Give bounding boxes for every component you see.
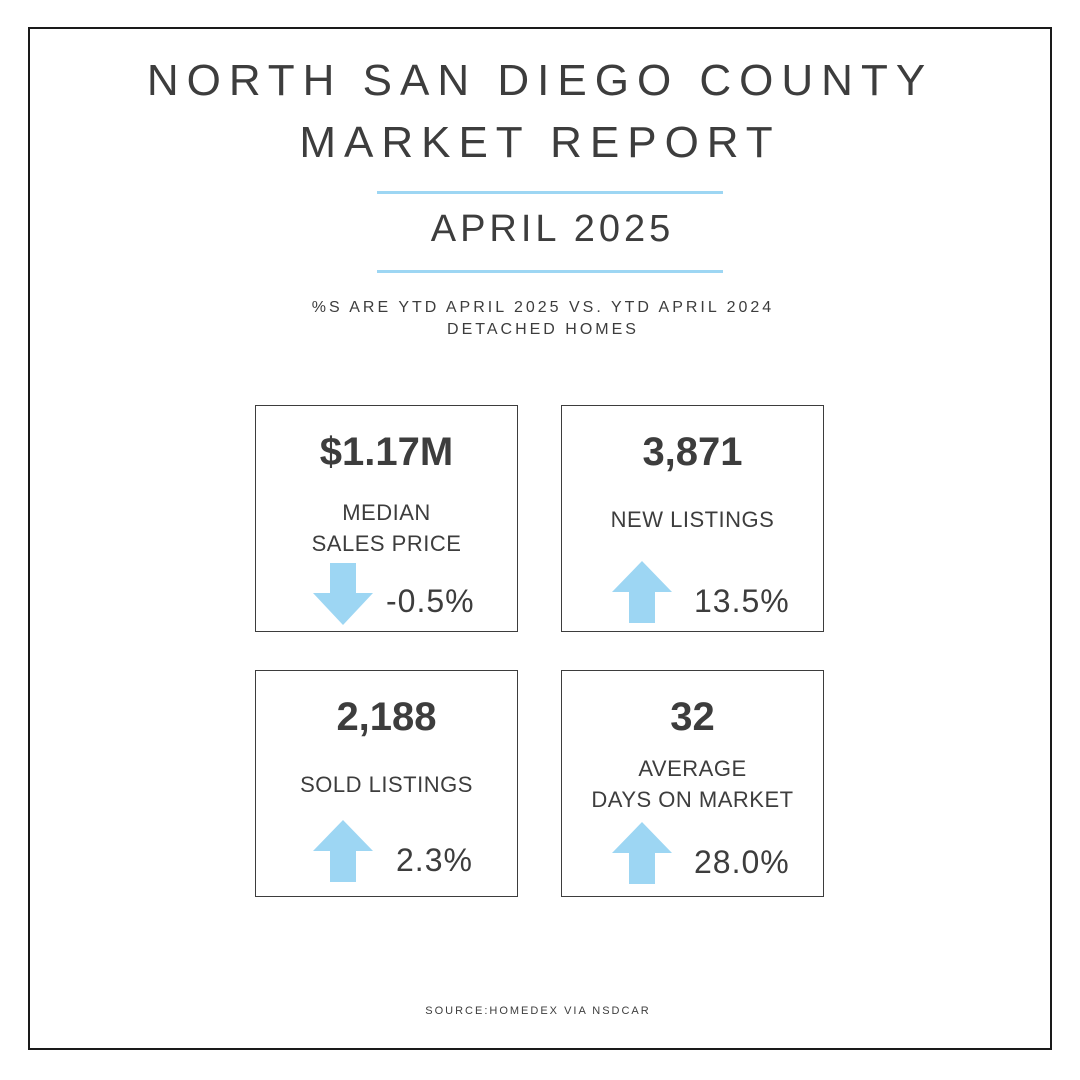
stat-value: 3,871 (642, 430, 743, 474)
stat-change: 28.0% (694, 844, 790, 880)
stat-label-line2: SALES PRICE (311, 531, 462, 556)
median-sales-price-card: $1.17M MEDIAN SALES PRICE -0.5% (255, 405, 518, 632)
arrow-up-icon (612, 561, 672, 623)
arrow-up-icon (313, 820, 373, 882)
accent-divider-bottom (377, 270, 723, 273)
property-type-note: DETACHED HOMES (447, 321, 639, 338)
average-days-on-market-card: 32 AVERAGE DAYS ON MARKET 28.0% (561, 670, 824, 897)
accent-divider-top (377, 191, 723, 194)
arrow-down-icon (313, 563, 373, 625)
stat-label-line1: MEDIAN (342, 500, 431, 525)
arrow-up-icon (612, 822, 672, 884)
stat-value: $1.17M (319, 430, 454, 474)
comparison-note: %S ARE YTD APRIL 2025 VS. YTD APRIL 2024 (311, 299, 775, 316)
stat-change: -0.5% (386, 583, 475, 619)
stat-value: 2,188 (336, 695, 437, 739)
new-listings-card: 3,871 NEW LISTINGS 13.5% (561, 405, 824, 632)
report-frame (28, 27, 1052, 1050)
report-title-line2: MARKET REPORT (299, 118, 781, 167)
report-month: APRIL 2025 (430, 208, 675, 250)
stat-label-line1: AVERAGE (638, 756, 747, 781)
sold-listings-card: 2,188 SOLD LISTINGS 2.3% (255, 670, 518, 897)
stat-label: MEDIAN SALES PRICE (256, 497, 517, 559)
stat-change: 2.3% (396, 842, 473, 878)
stat-change: 13.5% (694, 583, 790, 619)
source-credit: SOURCE:HOMEDEX VIA NSDCAR (425, 1005, 651, 1017)
stat-label: SOLD LISTINGS (300, 772, 473, 797)
stat-label: NEW LISTINGS (610, 507, 775, 532)
stat-value: 32 (670, 695, 715, 739)
report-title-line1: NORTH SAN DIEGO COUNTY (146, 56, 934, 105)
stat-label-line2: DAYS ON MARKET (591, 787, 794, 812)
stat-label: AVERAGE DAYS ON MARKET (562, 753, 823, 815)
